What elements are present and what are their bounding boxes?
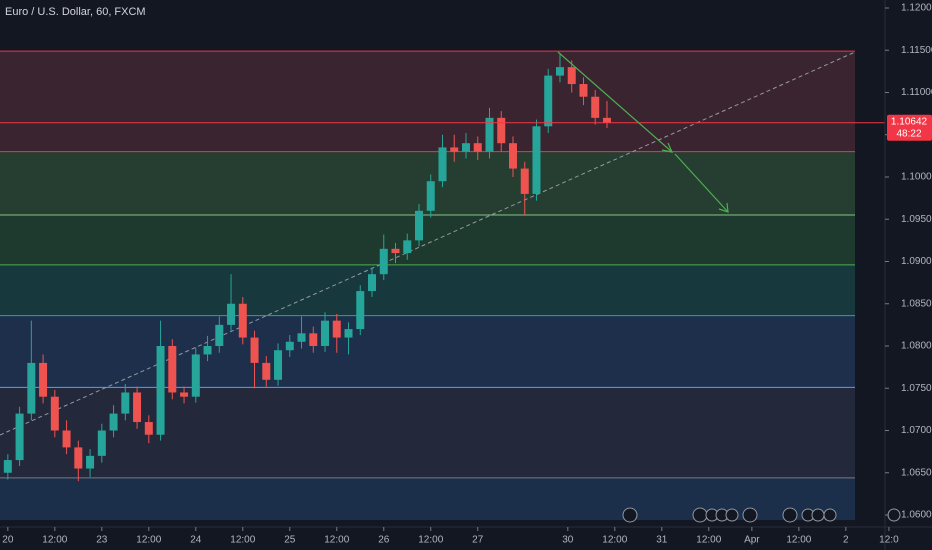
- candle-body: [156, 346, 165, 435]
- event-icons: [622, 507, 901, 523]
- candle-body: [227, 303, 236, 325]
- x-tick-label: Apr: [744, 535, 760, 546]
- candle-body: [426, 181, 435, 211]
- candle-body: [415, 210, 424, 241]
- candle-body: [74, 447, 83, 469]
- candle-body: [3, 460, 12, 473]
- y-tick-label: 1.06500: [901, 467, 932, 478]
- candle-body: [215, 324, 224, 346]
- x-tick-label: 26: [378, 535, 390, 546]
- y-tick-label: 1.11500: [901, 45, 932, 56]
- y-tick-label: 1.09500: [901, 214, 932, 225]
- chart-title: Euro / U.S. Dollar, 60, FXCM: [5, 6, 146, 18]
- candle-body: [144, 422, 153, 435]
- candle-body: [109, 413, 118, 431]
- y-tick-label: 1.11000: [901, 87, 932, 98]
- candle-body: [27, 362, 36, 414]
- candle-body: [168, 346, 177, 393]
- candle-body: [39, 362, 48, 397]
- candle-body: [403, 240, 412, 254]
- candle-body: [591, 96, 600, 118]
- candle-body: [121, 392, 130, 414]
- x-tick-label: 12:00: [786, 535, 811, 546]
- candle-body: [285, 341, 294, 351]
- candle-body: [450, 147, 459, 152]
- fib-zone: [0, 315, 855, 388]
- x-tick-label: 20: [2, 535, 14, 546]
- x-tick-label: 12:00: [42, 535, 67, 546]
- candle-body: [379, 248, 388, 275]
- candle-body: [344, 329, 353, 338]
- candle-body: [133, 392, 142, 423]
- candle-body: [602, 117, 611, 123]
- candle-body: [321, 320, 330, 346]
- candle-body: [567, 67, 576, 85]
- candle-body: [191, 354, 200, 397]
- candle-body: [97, 430, 106, 456]
- fib-zone: [0, 51, 855, 152]
- y-tick-label: 1.08500: [901, 298, 932, 309]
- fib-zone: [0, 264, 855, 316]
- x-tick-label: 23: [96, 535, 108, 546]
- x-tick-label: 12:00: [602, 535, 627, 546]
- x-tick-label: 12:00: [230, 535, 255, 546]
- candle-body: [250, 337, 259, 363]
- candle-body: [356, 291, 365, 330]
- candle-body: [50, 396, 59, 431]
- candle-body: [262, 362, 271, 380]
- fib-zone: [0, 215, 855, 265]
- last-price-tag: [887, 114, 932, 141]
- candle-body: [520, 168, 529, 194]
- x-tick-label: 12:0: [879, 535, 899, 546]
- candle-body: [180, 392, 189, 397]
- x-tick-label: 31: [656, 535, 668, 546]
- candle-body: [461, 143, 470, 152]
- candle-body: [532, 126, 541, 194]
- candle-body: [297, 333, 306, 342]
- y-tick-label: 1.07000: [901, 425, 932, 436]
- y-tick-label: 1.08000: [901, 341, 932, 352]
- x-tick-label: 24: [190, 535, 202, 546]
- candle-body: [391, 248, 400, 254]
- x-tick-label: 30: [562, 535, 574, 546]
- candle-body: [555, 67, 564, 76]
- candle-body: [309, 333, 318, 346]
- x-tick-label: 12:00: [324, 535, 349, 546]
- y-tick-label: 1.06000: [901, 510, 932, 521]
- candle-body: [579, 84, 588, 97]
- projection-arrows: [557, 51, 729, 213]
- candle-body: [86, 455, 95, 469]
- fib-zone: [0, 387, 855, 478]
- trend-line: [0, 51, 856, 436]
- candle-body: [238, 303, 247, 338]
- y-tick-label: 1.12000: [901, 3, 932, 14]
- candle-body: [497, 117, 506, 144]
- candle-body: [368, 274, 377, 292]
- x-tick-label: 12:00: [418, 535, 443, 546]
- x-tick-label: 27: [472, 535, 484, 546]
- x-tick-label: 12:00: [696, 535, 721, 546]
- x-tick-label: 12:00: [136, 535, 161, 546]
- candle-body: [473, 143, 482, 152]
- candle-body: [544, 75, 553, 127]
- x-tick-label: 2: [843, 535, 849, 546]
- candle-body: [62, 430, 71, 448]
- candle-body: [332, 320, 341, 338]
- y-tick-label: 1.10000: [901, 172, 932, 183]
- candle-body: [485, 117, 494, 152]
- y-tick-label: 1.07500: [901, 383, 932, 394]
- candle-body: [438, 147, 447, 182]
- countdown: 48:22: [896, 128, 921, 139]
- candle-body: [508, 143, 517, 169]
- candle-body: [203, 346, 212, 355]
- candle-body: [274, 350, 283, 380]
- candle-body: [15, 413, 24, 461]
- y-tick-label: 1.09000: [901, 256, 932, 267]
- x-tick-label: 25: [284, 535, 296, 546]
- last-price-label: 1.10642: [891, 116, 928, 127]
